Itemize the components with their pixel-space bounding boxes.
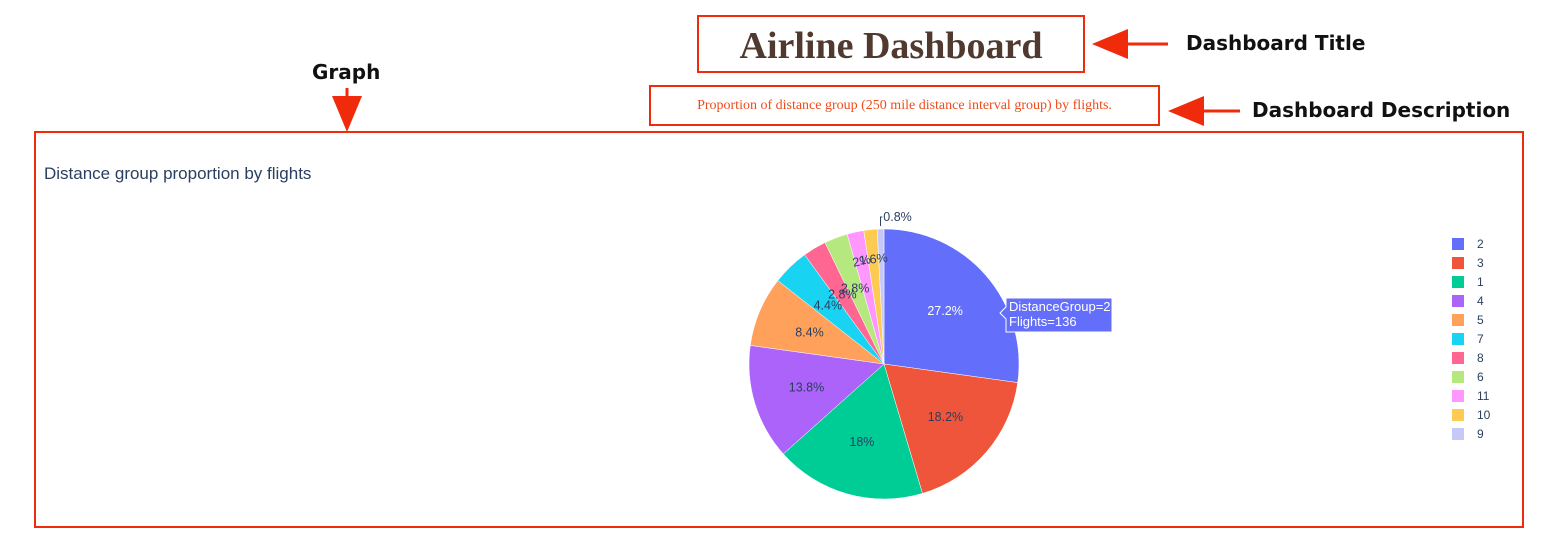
legend-label-2[interactable]: 2 xyxy=(1477,237,1484,251)
callout-dashboard-description: Dashboard Description xyxy=(1252,98,1511,122)
pie-slice-4[interactable] xyxy=(748,345,885,455)
legend-swatch-2[interactable] xyxy=(1452,238,1464,250)
legend-swatch-6[interactable] xyxy=(1452,371,1464,383)
slice-label-9: 0.8% xyxy=(883,210,912,224)
legend-swatch-3[interactable] xyxy=(1452,257,1464,269)
chart-title: Distance group proportion by flights xyxy=(44,164,312,183)
pie-slice-9[interactable] xyxy=(876,228,885,365)
slice-label-8: 2.8% xyxy=(828,288,857,302)
dashboard-description-box: Proportion of distance group (250 mile d… xyxy=(649,85,1160,126)
legend-swatch-1[interactable] xyxy=(1452,276,1464,288)
legend-label-1[interactable]: 1 xyxy=(1477,275,1484,289)
legend-swatch-9[interactable] xyxy=(1452,428,1464,440)
legend-label-6[interactable]: 6 xyxy=(1477,370,1484,384)
graph-box xyxy=(34,131,1524,528)
legend-label-8[interactable]: 8 xyxy=(1477,351,1484,365)
legend-swatch-8[interactable] xyxy=(1452,352,1464,364)
hover-line-1: DistanceGroup=2 xyxy=(1009,299,1111,314)
dashboard-title-box: Airline Dashboard xyxy=(697,15,1085,73)
hover-line-2: Flights=136 xyxy=(1009,314,1077,329)
hover-tooltip xyxy=(999,297,1113,333)
dashboard-title: Airline Dashboard xyxy=(739,25,1043,67)
legend-swatch-7[interactable] xyxy=(1452,333,1464,345)
slice-label-10: 1.6% xyxy=(859,251,889,268)
pie-slice-1[interactable] xyxy=(782,363,923,500)
pie-slice-2[interactable] xyxy=(883,228,1020,383)
legend-label-11[interactable]: 11 xyxy=(1477,389,1490,403)
slice-label-4: 13.8% xyxy=(789,381,824,395)
legend-swatch-11[interactable] xyxy=(1452,390,1464,402)
callout-graph: Graph xyxy=(312,60,381,84)
legend-label-5[interactable]: 5 xyxy=(1477,313,1484,327)
legend-swatch-5[interactable] xyxy=(1452,314,1464,326)
legend-label-3[interactable]: 3 xyxy=(1477,256,1484,270)
legend-label-10[interactable]: 10 xyxy=(1477,408,1491,422)
legend-label-7[interactable]: 7 xyxy=(1477,332,1484,346)
slice-label-2: 27.2% xyxy=(927,304,962,318)
slice-label-3: 18.2% xyxy=(928,410,963,424)
slice-label-5: 8.4% xyxy=(795,325,824,339)
legend-label-9[interactable]: 9 xyxy=(1477,427,1484,441)
callout-dashboard-title: Dashboard Title xyxy=(1186,31,1366,55)
dashboard-description: Proportion of distance group (250 mile d… xyxy=(697,98,1112,113)
legend-swatch-4[interactable] xyxy=(1452,295,1464,307)
slice-label-7: 4.4% xyxy=(814,299,843,313)
legend-label-4[interactable]: 4 xyxy=(1477,294,1484,308)
pie-slice-3[interactable] xyxy=(883,363,1018,494)
slice-label-6: 2.8% xyxy=(841,281,870,295)
legend-swatch-10[interactable] xyxy=(1452,409,1464,421)
slice-label-11: 2% xyxy=(851,252,872,270)
slice-label-1: 18% xyxy=(849,435,874,449)
leader-line-9 xyxy=(880,216,883,227)
